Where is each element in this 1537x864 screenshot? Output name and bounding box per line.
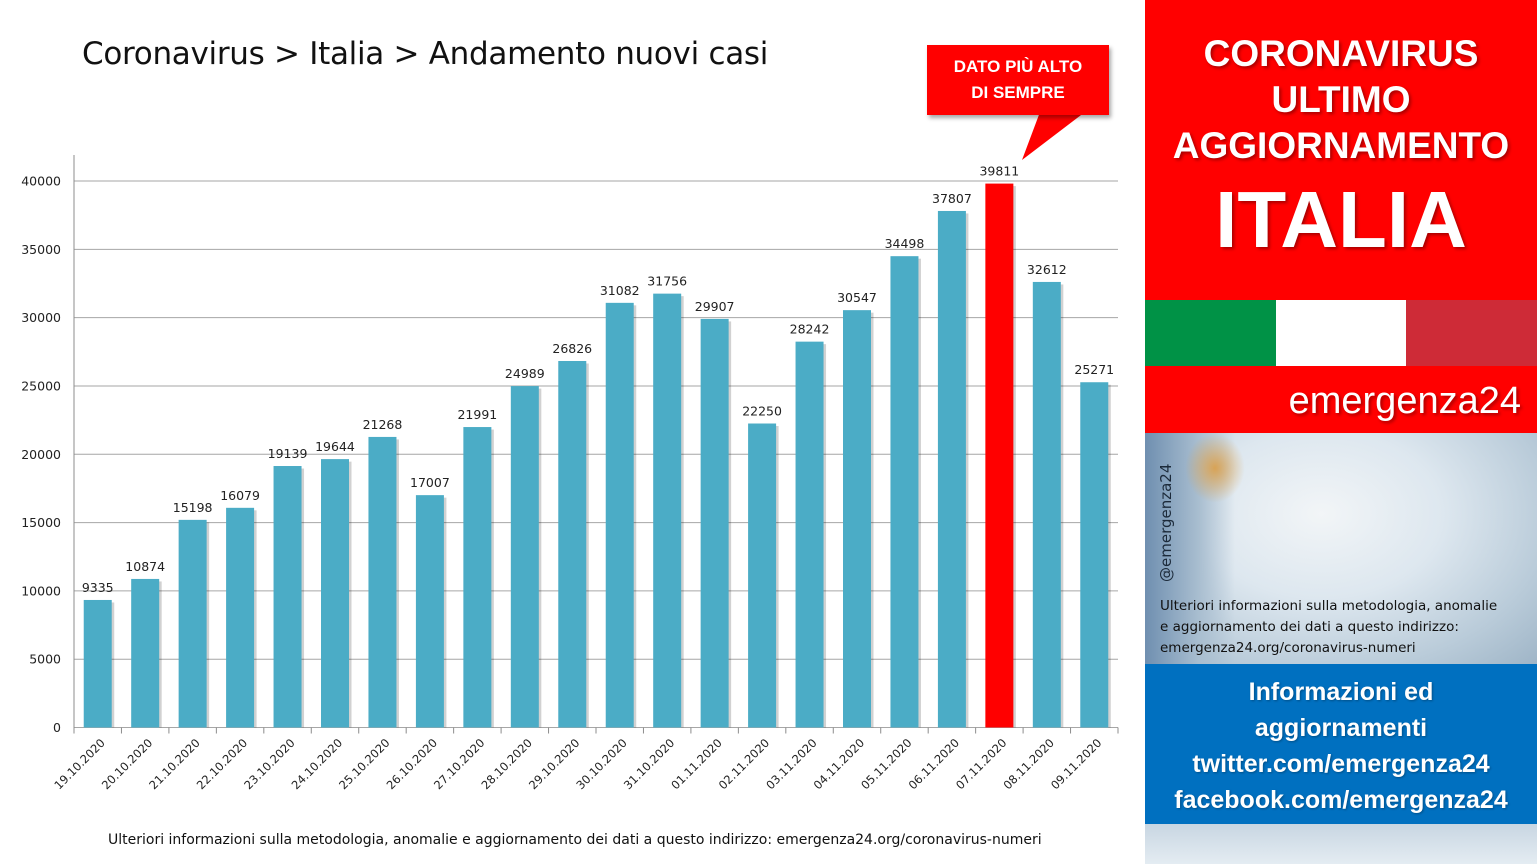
brand-name: emergenza24	[1145, 366, 1537, 433]
social-handle: @emergenza24	[1157, 463, 1175, 582]
y-tick-label: 20000	[21, 447, 61, 462]
info-line-1: Ulteriori informazioni sulla metodologia…	[1160, 598, 1498, 614]
x-tick-label: 09.11.2020	[1048, 736, 1104, 792]
data-label: 19139	[268, 446, 308, 461]
data-label: 16079	[220, 488, 260, 503]
data-label: 31756	[647, 274, 687, 289]
bar	[653, 293, 682, 728]
y-tick-label: 25000	[21, 378, 61, 393]
data-label: 21991	[457, 407, 497, 422]
bar	[558, 360, 587, 728]
data-label: 30547	[837, 290, 877, 305]
bar	[83, 599, 112, 728]
bar	[273, 466, 302, 728]
data-label: 32612	[1027, 262, 1067, 277]
panel-info-text: Ulteriori informazioni sulla metodologia…	[1160, 596, 1530, 659]
callout-line-2: DI SEMPRE	[971, 83, 1065, 102]
y-tick-label: 35000	[21, 242, 61, 257]
bar	[700, 318, 729, 728]
data-label: 19644	[315, 439, 355, 454]
callout-line-1: DATO PIÙ ALTO	[953, 57, 1083, 76]
twitter-link[interactable]: twitter.com/emergenza24	[1192, 750, 1490, 778]
data-label: 25271	[1074, 362, 1114, 377]
bar	[415, 495, 444, 728]
y-tick-label: 10000	[21, 583, 61, 598]
bar	[843, 310, 871, 728]
bar	[748, 423, 777, 728]
y-tick-label: 30000	[21, 310, 61, 325]
bar-chart: 0 5000 10000 15000 20000 25000 30000 35000 40000…	[21, 155, 1119, 792]
bar	[1080, 382, 1109, 728]
flag-red	[1406, 300, 1537, 366]
data-label: 29907	[695, 299, 735, 314]
italian-flag	[1145, 300, 1537, 366]
callout-pointer	[1022, 112, 1085, 160]
panel-line-coronavirus: CORONAVIRUS	[1203, 33, 1479, 74]
background-photo	[1145, 433, 1537, 664]
bar	[985, 183, 1014, 728]
bar	[226, 507, 255, 728]
bar	[890, 256, 919, 728]
data-label: 24989	[505, 366, 545, 381]
y-tick-label: 5000	[29, 652, 61, 667]
record-callout: DATO PIÙ ALTO DI SEMPRE	[927, 45, 1109, 115]
panel-header: CORONAVIRUS ULTIMO AGGIORNAMENTO ITALIA	[1145, 0, 1537, 300]
bar	[178, 519, 207, 728]
bar	[1032, 281, 1061, 728]
data-label: 37807	[932, 191, 972, 206]
bar	[368, 436, 397, 728]
bar	[795, 341, 824, 728]
y-tick-label: 0	[53, 720, 61, 735]
data-label: 15198	[173, 500, 213, 515]
chart-title: Coronavirus > Italia > Andamento nuovi c…	[82, 36, 769, 72]
info-line-2: e aggiornamento dei dati a questo indiri…	[1160, 619, 1459, 635]
data-label: 21268	[363, 417, 403, 432]
data-label: 28242	[790, 322, 830, 337]
y-tick-label: 40000	[21, 174, 61, 189]
bar	[510, 386, 539, 728]
y-tick-label: 15000	[21, 515, 61, 530]
social-line-1: Informazioni ed	[1248, 678, 1434, 706]
flag-green	[1145, 300, 1276, 366]
social-line-2: aggiornamenti	[1254, 714, 1428, 742]
data-label: 31082	[600, 283, 640, 298]
bar	[131, 578, 160, 728]
facebook-link[interactable]: facebook.com/emergenza24	[1174, 786, 1508, 814]
bar	[605, 302, 634, 728]
panel-line-ultimo: ULTIMO	[1271, 79, 1411, 120]
data-label: 39811	[979, 164, 1019, 179]
side-panel: CORONAVIRUS ULTIMO AGGIORNAMENTO ITALIA …	[1145, 0, 1537, 864]
data-label: 34498	[885, 236, 925, 251]
flag-white	[1275, 300, 1407, 366]
bar	[321, 459, 349, 728]
data-label: 9335	[82, 580, 114, 595]
panel-country: ITALIA	[1215, 175, 1467, 264]
data-label: 26826	[552, 341, 592, 356]
info-link[interactable]: emergenza24.org/coronavirus-numeri	[1160, 640, 1416, 656]
bar	[463, 427, 492, 728]
panel-line-aggiornamento: AGGIORNAMENTO	[1172, 125, 1510, 166]
social-links: Informazioni ed aggiornamenti twitter.co…	[1145, 664, 1537, 824]
data-label: 17007	[410, 475, 450, 490]
bar	[937, 210, 966, 728]
data-label: 10874	[125, 559, 165, 574]
data-label: 22250	[742, 404, 782, 419]
footer-note: Ulteriori informazioni sulla metodologia…	[108, 832, 1042, 848]
